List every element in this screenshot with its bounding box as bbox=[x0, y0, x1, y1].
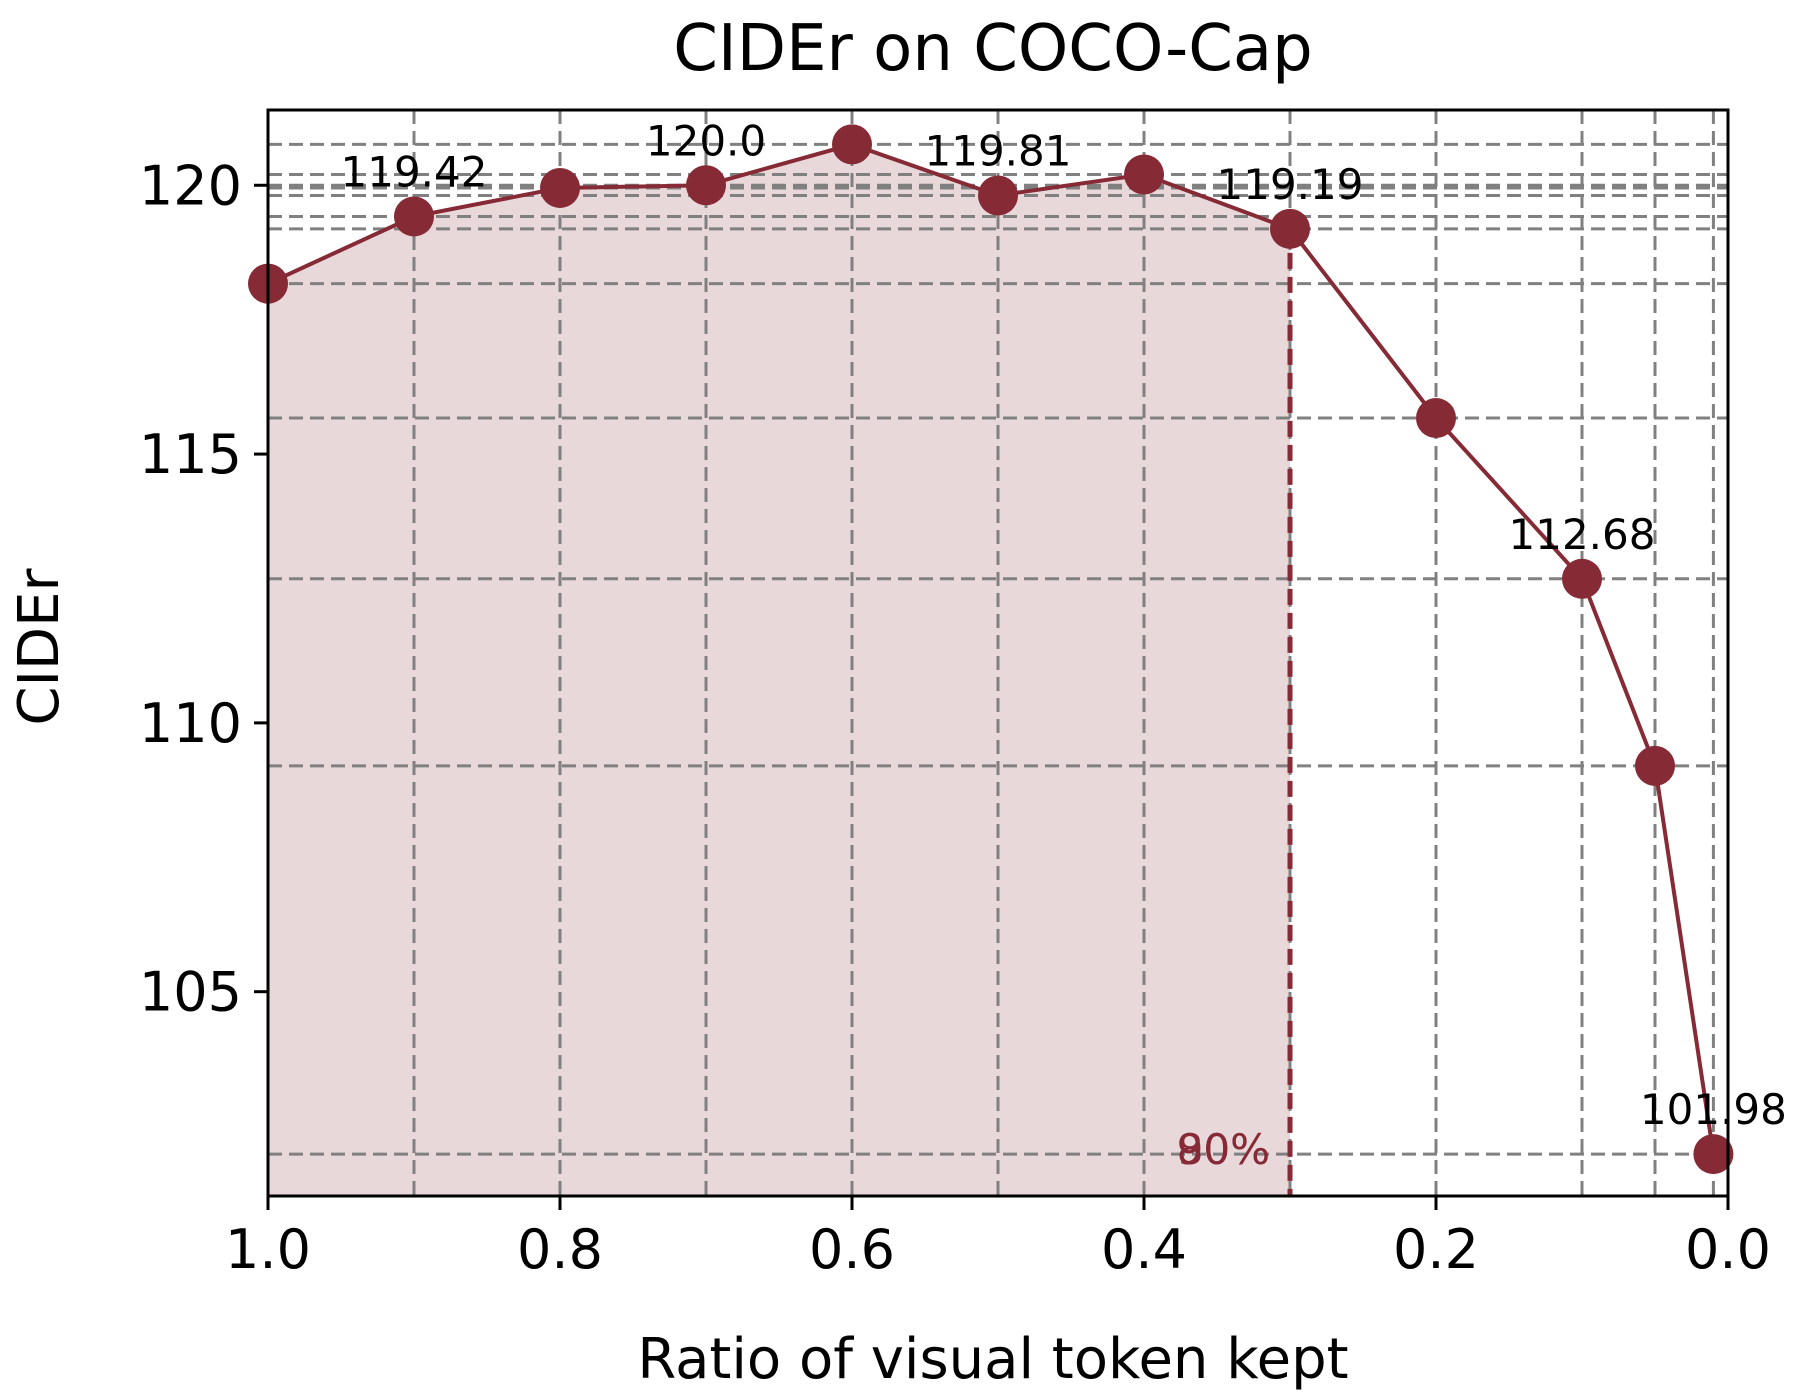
y-tick-label: 120 bbox=[139, 154, 242, 217]
data-point bbox=[1635, 745, 1675, 786]
series-line bbox=[267, 142, 1716, 1155]
data-point bbox=[1270, 208, 1310, 249]
y-tick-label: 115 bbox=[139, 423, 242, 486]
y-tick-label: 110 bbox=[139, 692, 242, 755]
threshold-label: 90% bbox=[1177, 1125, 1270, 1174]
y-axis-label: CIDEr bbox=[7, 567, 72, 725]
data-point bbox=[1562, 558, 1602, 599]
data-label: 112.68 bbox=[1509, 510, 1656, 559]
y-tick-label: 105 bbox=[139, 961, 242, 1024]
x-tick-label: 1.0 bbox=[225, 1218, 311, 1281]
data-label: 119.19 bbox=[1217, 160, 1364, 209]
data-point bbox=[1693, 1134, 1734, 1175]
data-point bbox=[394, 196, 434, 237]
plot-frame bbox=[266, 108, 1730, 1198]
data-point bbox=[1124, 154, 1164, 195]
data-label: 119.81 bbox=[925, 126, 1072, 175]
x-tick-label: 0.6 bbox=[809, 1218, 895, 1281]
plot-area: 119.42 120.0 119.81 119.19 112.68 101.98 90%80… bbox=[139, 108, 1787, 1281]
threshold-label: 80% bbox=[1177, 1125, 1270, 1174]
x-tick-label: 0.2 bbox=[1393, 1218, 1479, 1281]
data-label: 120.0 bbox=[646, 116, 766, 165]
x-tick-label: 0.0 bbox=[1685, 1218, 1771, 1281]
x-axis-label: Ratio of visual token kept bbox=[637, 1327, 1348, 1392]
x-tick-label: 0.8 bbox=[517, 1218, 603, 1281]
retained-region-shade bbox=[268, 144, 1290, 1196]
data-point bbox=[978, 175, 1018, 216]
data-point bbox=[540, 167, 580, 208]
data-label: 101.98 bbox=[1640, 1085, 1787, 1134]
data-point bbox=[832, 124, 872, 165]
chart-title: CIDEr on COCO-Cap bbox=[673, 12, 1313, 86]
data-point bbox=[1416, 398, 1456, 439]
x-tick-label: 0.4 bbox=[1101, 1218, 1187, 1281]
data-label: 119.42 bbox=[341, 147, 488, 196]
data-point bbox=[686, 165, 726, 206]
